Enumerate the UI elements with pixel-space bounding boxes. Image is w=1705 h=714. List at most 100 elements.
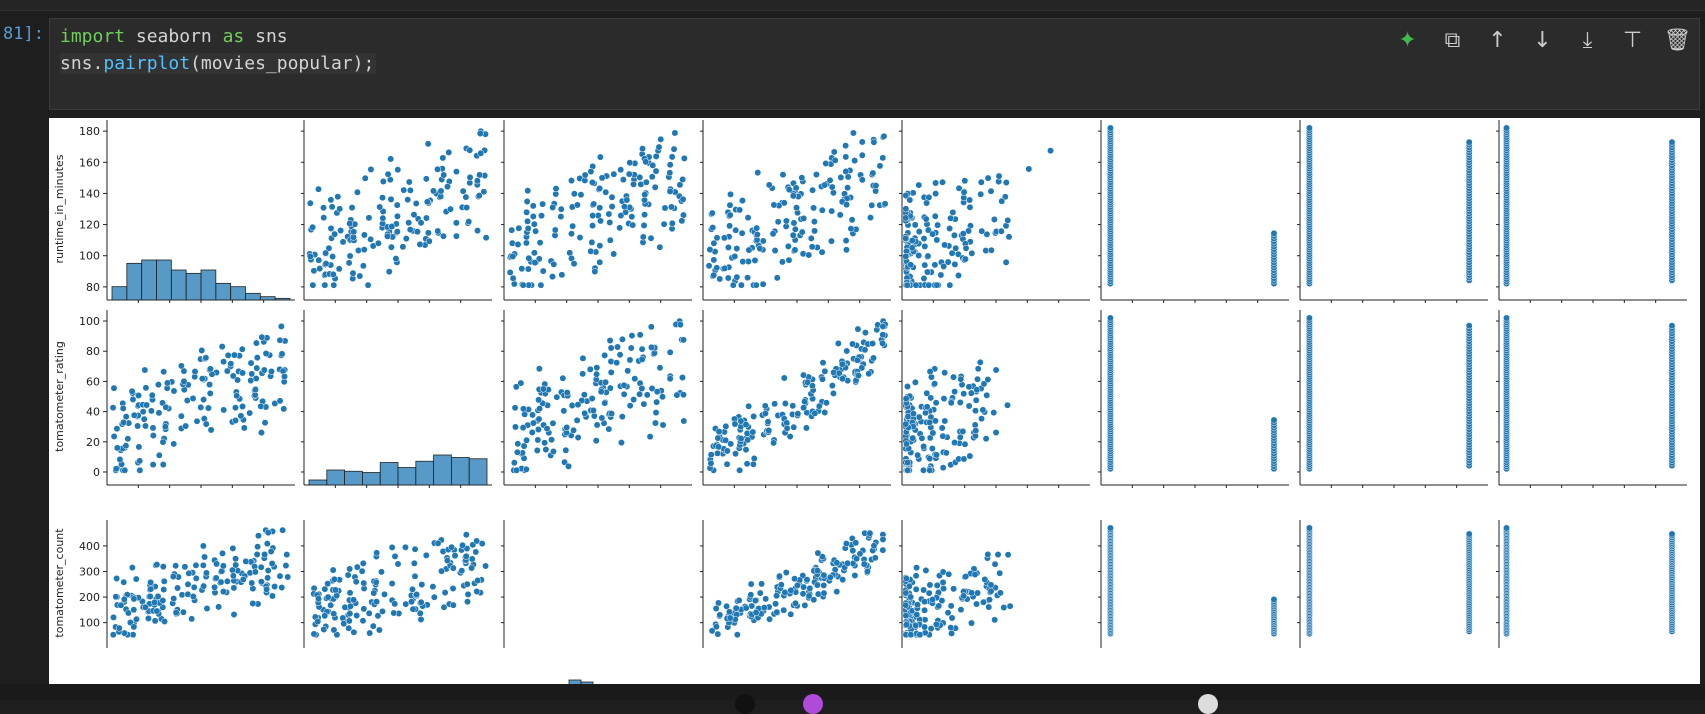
histogram-bar	[156, 259, 172, 301]
y-tick-label: 140	[79, 187, 100, 200]
scatter-point	[373, 598, 381, 606]
scatter-point	[425, 237, 433, 245]
scatter-point	[652, 167, 660, 175]
scatter-point	[541, 439, 549, 447]
scatter-point	[394, 560, 402, 568]
scatter-point	[230, 611, 238, 618]
histogram-bar	[379, 462, 399, 486]
scatter-point	[967, 389, 975, 397]
scatter-point	[391, 552, 399, 560]
copy-icon[interactable]: ⧉	[1444, 28, 1461, 53]
scatter-point	[830, 148, 838, 156]
scatter-point	[732, 450, 739, 458]
scatter-point	[328, 203, 336, 211]
scatter-point	[417, 598, 425, 606]
scatter-point	[960, 188, 968, 196]
scatter-point	[115, 624, 123, 632]
scatter-point	[276, 572, 284, 580]
scatter-point	[596, 185, 604, 192]
scatter-point	[153, 561, 161, 569]
code-cell[interactable]: import seaborn as sns sns.pairplot(movie…	[49, 18, 1700, 110]
scatter-point	[387, 243, 395, 251]
scatter-point	[141, 422, 149, 430]
scatter-point	[744, 274, 752, 282]
scatter-point	[671, 129, 679, 137]
scatter-point	[239, 576, 247, 583]
scatter-point	[759, 280, 767, 288]
scatter-point	[558, 271, 566, 279]
scatter-point	[276, 397, 284, 405]
scatter-point	[922, 566, 930, 574]
scatter-point	[309, 223, 317, 231]
scatter-point	[847, 225, 855, 233]
scatter-point	[230, 584, 238, 592]
delete-icon[interactable]: 🗑	[1663, 28, 1692, 53]
scatter-point	[1305, 524, 1313, 532]
scatter-point	[902, 205, 910, 213]
scatter-point	[563, 389, 571, 397]
taskbar-icon[interactable]	[1198, 694, 1218, 714]
scatter-point	[434, 227, 442, 235]
y-tick-label: 80	[86, 281, 100, 294]
scatter-point	[931, 212, 939, 220]
scatter-point	[524, 225, 532, 232]
scatter-point	[181, 563, 189, 571]
scatter-point	[340, 620, 348, 628]
scatter-point	[944, 609, 952, 617]
scatter-point	[781, 588, 789, 596]
insert-below-icon[interactable]: ⤓	[1582, 28, 1593, 53]
scatter-point	[353, 612, 361, 619]
scatter-point	[608, 203, 616, 211]
taskbar-icon[interactable]	[735, 694, 755, 714]
scatter-point	[844, 559, 851, 567]
scatter-point	[743, 460, 751, 468]
scatter-point	[602, 378, 609, 386]
histogram-bar	[326, 469, 345, 486]
scatter-point	[360, 605, 368, 613]
ai-assist-icon[interactable]: ✦	[1398, 28, 1417, 53]
scatter-point	[708, 209, 716, 217]
scatter-point	[346, 602, 354, 610]
scatter-point	[915, 228, 923, 236]
scatter-point	[251, 568, 259, 576]
scatter-point	[933, 451, 940, 459]
scatter-point	[143, 401, 151, 409]
split-cell-icon[interactable]: ⊤	[1622, 28, 1643, 53]
scatter-point	[879, 331, 887, 339]
scatter-point	[440, 603, 448, 611]
scatter-point	[779, 171, 787, 179]
taskbar-icon[interactable]	[803, 694, 823, 714]
code-editor[interactable]: import seaborn as sns sns.pairplot(movie…	[60, 23, 377, 77]
scatter-point	[330, 575, 338, 583]
histogram-bar	[361, 472, 381, 486]
scatter-point	[814, 567, 821, 575]
scatter-point	[257, 402, 265, 410]
scatter-point	[451, 552, 459, 560]
scatter-point	[647, 323, 655, 331]
scatter-point	[513, 448, 521, 456]
move-up-icon[interactable]: ↑	[1488, 28, 1507, 53]
y-tick-label: 80	[86, 345, 100, 358]
scatter-point	[1305, 124, 1313, 132]
scatter-point	[951, 439, 959, 447]
scatter-point	[940, 395, 948, 403]
scatter-point	[810, 218, 818, 226]
scatter-point	[617, 212, 625, 219]
scatter-point	[271, 583, 279, 590]
scatter-point	[452, 168, 460, 176]
scatter-point	[207, 426, 215, 434]
scatter-point	[257, 578, 265, 586]
scatter-point	[902, 252, 910, 260]
scatter-point	[657, 135, 665, 143]
scatter-point	[202, 569, 210, 577]
move-down-icon[interactable]: ↓	[1533, 28, 1552, 53]
scatter-point	[965, 383, 973, 391]
scatter-point	[771, 247, 779, 254]
scatter-point	[826, 573, 834, 581]
scatter-point	[756, 245, 764, 253]
scatter-point	[636, 390, 644, 398]
scatter-point	[835, 369, 843, 377]
scatter-point	[974, 365, 982, 373]
scatter-point	[822, 399, 830, 407]
scatter-point	[534, 436, 542, 444]
